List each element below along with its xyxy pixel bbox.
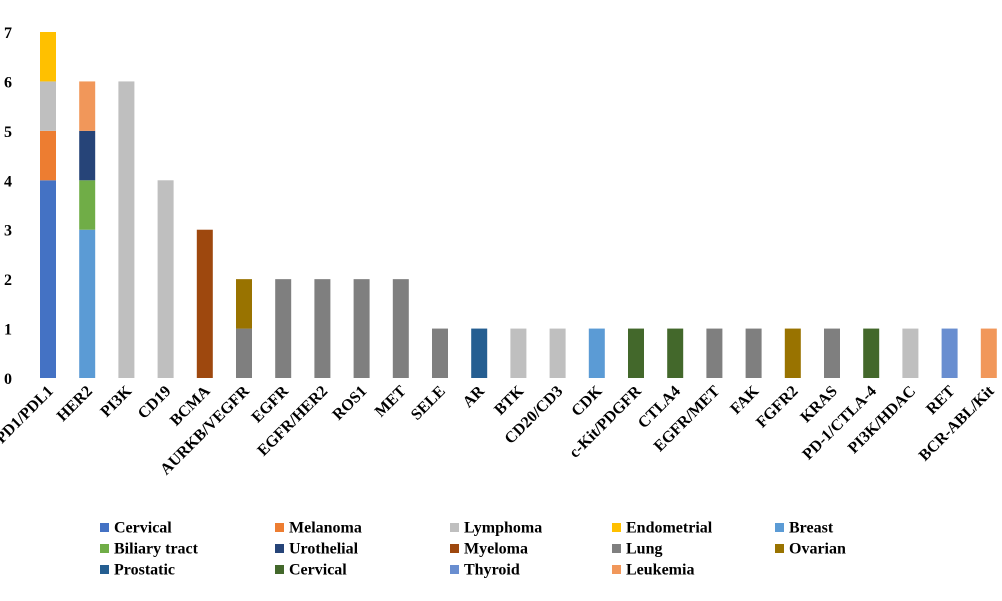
legend-label: Biliary tract (114, 541, 199, 558)
legend-swatch (775, 523, 784, 532)
bar-segment (510, 328, 527, 378)
x-tick-label: FAK (727, 382, 762, 417)
bar-segment (40, 180, 56, 378)
y-tick-label: 5 (4, 124, 12, 141)
bar-segment (79, 81, 96, 131)
legend-swatch (450, 565, 459, 574)
bar-segment (549, 328, 566, 378)
x-tick-label: FGFR2 (753, 383, 801, 431)
legend-label: Breast (789, 520, 834, 537)
bar-segment (392, 279, 409, 378)
x-tick-label: PD1/PDL1 (0, 383, 57, 447)
bar-segment (157, 180, 174, 378)
bar-segment (628, 328, 644, 378)
bar-segment (314, 279, 331, 378)
bar-segment (79, 130, 96, 181)
x-tick-label: AR (460, 382, 489, 411)
bar-segment (941, 328, 958, 378)
legend-swatch (275, 565, 284, 574)
x-tick-label: HER2 (54, 383, 96, 425)
legend-swatch (275, 544, 284, 553)
legend-label: Cervical (114, 520, 172, 537)
bar-segment (745, 328, 762, 378)
bar-segment (196, 229, 213, 378)
legend-label: Myeloma (464, 541, 528, 558)
x-tick-label: ROS1 (329, 383, 370, 424)
bar-segment (236, 328, 252, 378)
legend-label: Lung (626, 541, 662, 558)
legend-swatch (275, 523, 284, 532)
bar-segment (667, 328, 684, 378)
legend-label: Ovarian (789, 541, 846, 558)
legend-swatch (100, 523, 109, 532)
bar-segment (40, 130, 56, 181)
bar-segment (980, 328, 997, 378)
legend-label: Thyroid (464, 562, 520, 579)
y-tick-label: 1 (4, 322, 12, 339)
legend-label: Leukemia (626, 562, 694, 579)
bar-segment (588, 328, 605, 378)
bar-segment (784, 328, 801, 378)
bar-segment (40, 81, 56, 131)
bar-segment (275, 279, 292, 378)
legend-swatch (100, 544, 109, 553)
x-tick-label: MET (372, 383, 410, 421)
bar-segment (432, 328, 448, 378)
legend-swatch (450, 523, 459, 532)
x-tick-label: SELE (408, 383, 449, 424)
legend-swatch (775, 544, 784, 553)
legend-label: Cervical (289, 562, 347, 579)
y-tick-label: 4 (4, 173, 12, 190)
bar-segment (353, 279, 370, 378)
y-tick-label: 7 (4, 25, 12, 42)
y-tick-label: 2 (4, 272, 12, 289)
y-tick-label: 0 (4, 371, 12, 388)
legend-label: Melanoma (289, 520, 362, 537)
bar-segment (706, 328, 723, 378)
x-tick-label: c-Kit/PDGFR (566, 382, 645, 461)
y-tick-label: 3 (4, 223, 12, 240)
bar-segment (902, 328, 919, 378)
legend-swatch (612, 544, 621, 553)
bar-segment (863, 328, 880, 378)
legend-label: Prostatic (114, 562, 175, 579)
legend-swatch (450, 544, 459, 553)
bar-segment (824, 328, 840, 378)
legend-label: Urothelial (289, 541, 359, 558)
x-tick-label: PI3K (97, 382, 135, 420)
legend-label: Endometrial (626, 520, 713, 537)
legend-swatch (612, 523, 621, 532)
bar-segment (79, 180, 96, 230)
bar-segment (236, 279, 252, 329)
bar-segment (79, 229, 96, 378)
x-tick-label: EGFR/HER2 (254, 383, 331, 460)
y-tick-label: 6 (4, 74, 12, 91)
bar-segment (118, 81, 135, 378)
legend-swatch (612, 565, 621, 574)
bar-segment (40, 32, 56, 82)
legend-swatch (100, 565, 109, 574)
bar-segment (471, 328, 488, 378)
legend-label: Lymphoma (464, 520, 542, 537)
x-tick-label: BTK (491, 382, 527, 418)
x-tick-label: RET (923, 383, 959, 419)
